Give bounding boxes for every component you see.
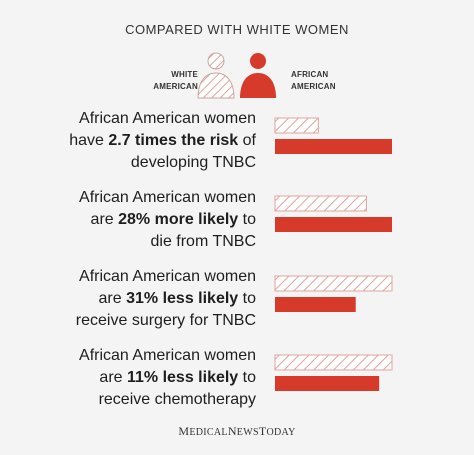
row-text-1: African American women have 2.7 times th… — [60, 108, 256, 174]
row-3-bold: 31% less likely — [126, 290, 239, 307]
row-1-line3: developing TNBC — [130, 154, 256, 171]
row-3-pre: are — [98, 290, 127, 307]
row-4-bold: 11% less likely — [127, 369, 239, 386]
row-3-post: to — [238, 290, 256, 307]
brand-part-4: EWS — [236, 427, 259, 438]
chart-title: COMPARED WITH WHITE WOMEN — [125, 22, 349, 37]
bar-white-american-2 — [274, 195, 367, 212]
row-3-line3: receive surgery for TNBC — [75, 312, 256, 329]
row-3-line1: African American women — [79, 268, 256, 285]
bar-white-american-4 — [274, 354, 393, 371]
row-2-bold: 28% more likely — [118, 211, 239, 228]
legend-white-line1: WHITE — [171, 70, 198, 79]
row-1-pre: have — [69, 132, 109, 149]
row-4-line1: African American women — [79, 347, 256, 364]
legend-label-white-american: WHITE AMERICAN — [130, 69, 198, 93]
row-4-post: to — [238, 369, 256, 386]
bar-white-american-3 — [274, 275, 393, 292]
bar-african-american-2 — [275, 217, 392, 232]
row-2-post: to — [238, 211, 256, 228]
bar-african-american-3 — [275, 297, 356, 312]
row-1-bold: 2.7 times the risk — [108, 132, 239, 149]
row-text-4: African American women are 11% less like… — [60, 345, 256, 411]
bar-african-american-4 — [275, 376, 380, 391]
row-2-pre: are — [90, 211, 119, 228]
row-1-post: of — [238, 132, 256, 149]
legend-african-line1: AFRICAN — [291, 70, 329, 79]
brand-part-3: N — [227, 424, 237, 438]
row-2-line2: are 28% more likely to — [60, 209, 256, 231]
row-text-2: African American women are 28% more like… — [60, 187, 256, 253]
brand-part-1: M — [178, 424, 190, 438]
legend-icons — [197, 52, 276, 99]
row-1-line2: have 2.7 times the risk of — [60, 130, 256, 152]
brand-part-6: ODAY — [266, 427, 296, 438]
row-4-line2: are 11% less likely to — [60, 367, 256, 389]
bars-layer — [274, 117, 393, 391]
legend-white-line2: AMERICAN — [153, 82, 198, 91]
african-american-woman-icon — [240, 53, 276, 98]
bar-white-american-1 — [274, 117, 319, 134]
brand-logo: MEDICALNEWSTODAY — [0, 424, 474, 439]
row-4-line3: receive chemotherapy — [98, 391, 256, 408]
row-text-3: African American women are 31% less like… — [60, 266, 256, 332]
legend-label-african-american: AFRICAN AMERICAN — [291, 69, 361, 93]
row-2-line3: die from TNBC — [150, 233, 256, 250]
legend-african-line2: AMERICAN — [291, 82, 336, 91]
bar-african-american-1 — [275, 139, 392, 154]
brand-part-2: EDICAL — [189, 427, 228, 438]
row-1-line1: African American women — [79, 110, 256, 127]
brand-part-5: T — [258, 424, 267, 438]
row-2-line1: African American women — [79, 189, 256, 206]
row-4-pre: are — [99, 369, 127, 386]
white-woman-icon — [197, 52, 235, 99]
row-3-line2: are 31% less likely to — [60, 288, 256, 310]
